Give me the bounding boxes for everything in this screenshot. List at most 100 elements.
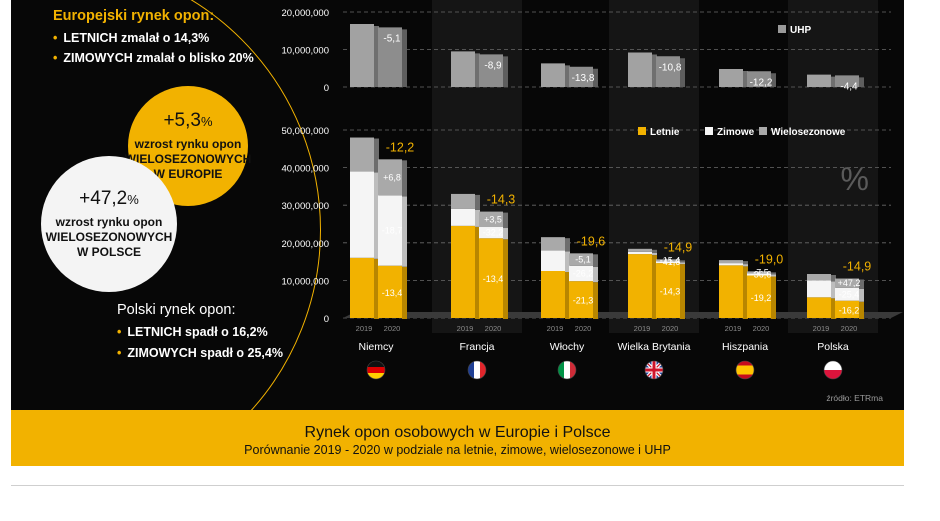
uhp-change-label: -13,8	[572, 73, 595, 84]
summer-bar	[479, 238, 503, 318]
allseason-bar	[747, 271, 771, 274]
country-label: Francja	[459, 341, 494, 353]
legend-label: Wielosezonowe	[771, 127, 846, 138]
summer-bar	[656, 263, 680, 318]
winter-bar	[350, 171, 374, 258]
winter-bar-side	[680, 262, 685, 265]
summer-change-label: -16,2	[839, 305, 860, 315]
winter-bar	[541, 250, 565, 271]
legend-swatch	[759, 127, 767, 135]
winter-bar	[719, 263, 743, 266]
uhp-bar-side	[652, 54, 657, 87]
winter-bar-side	[771, 274, 776, 277]
year-label: 2020	[575, 324, 592, 333]
allseason-bar-side	[771, 272, 776, 275]
summer-bar-side	[374, 258, 379, 319]
uhp-bar-side	[680, 58, 685, 87]
allseason-bar-side	[374, 138, 379, 173]
winter-bar-side	[402, 196, 407, 267]
winter-bar	[569, 265, 593, 282]
winter-bar	[747, 273, 771, 276]
summer-bar	[628, 254, 652, 318]
flag-poland-icon	[824, 370, 842, 379]
summer-bar-side	[565, 272, 570, 319]
uhp-bar	[807, 74, 831, 87]
flag-germany-icon	[367, 361, 385, 368]
summer-bar	[378, 265, 402, 318]
uhp-change-label: -5,1	[383, 33, 401, 44]
poland-bullet-winter: • ZIMOWYCH spadł o 25,4%	[117, 346, 283, 360]
country-label: Wielka Brytania	[618, 341, 691, 353]
uhp-legend-swatch	[778, 25, 786, 33]
legend-swatch	[638, 127, 646, 135]
year-label: 2019	[356, 324, 373, 333]
allseason-change-label: -15,4	[660, 255, 681, 265]
flag-outline	[823, 360, 843, 380]
allseason-bar	[350, 137, 374, 172]
allseason-bar	[378, 159, 402, 196]
year-label: 2020	[485, 324, 502, 333]
uhp-bar	[378, 27, 402, 87]
total-change-label: -14,3	[487, 193, 516, 207]
year-label: 2019	[813, 324, 830, 333]
allseason-change-label: +3,5	[484, 214, 502, 224]
allseason-bar-side	[831, 275, 836, 282]
flag-outline	[644, 360, 664, 380]
uhp-bar	[541, 63, 565, 87]
flag-outline	[467, 360, 487, 380]
poland-bullet-summer: • LETNICH spadł o 16,2%	[117, 325, 268, 339]
europe-bullet-winter: • ZIMOWYCH zmalał o blisko 20%	[53, 51, 254, 65]
infographic-panel: Europejski rynek opon: • LETNICH zmalał o…	[11, 0, 904, 410]
allseason-bar	[807, 274, 831, 281]
allseason-change-label: -7,5	[753, 267, 769, 277]
legend-label: Letnie	[650, 127, 680, 138]
bottom-y-tick-label: 10,000,000	[281, 276, 329, 287]
uhp-change-label: -12,2	[750, 77, 773, 88]
flag-france-icon	[480, 361, 486, 379]
summer-bar-side	[652, 255, 657, 319]
flag-uk-icon	[652, 361, 656, 379]
year-label: 2020	[841, 324, 858, 333]
summer-bar-side	[680, 264, 685, 319]
country-label: Niemcy	[358, 341, 394, 353]
allseason-change-label: -5,1	[575, 255, 591, 265]
poland-market-title: Polski rynek opon:	[117, 302, 236, 318]
summer-bar-side	[503, 239, 508, 319]
summer-change-label: -21,3	[573, 296, 594, 306]
winter-bar-side	[374, 172, 379, 259]
allseason-bar-side	[402, 160, 407, 197]
caption-title: Rynek opon osobowych w Europie i Polsce	[304, 424, 611, 441]
circle-poland-line: WIELOSEZONOWYCH	[45, 230, 173, 244]
summer-bar-side	[593, 282, 598, 319]
country-label: Polska	[817, 341, 849, 353]
allseason-bar	[656, 259, 680, 262]
uhp-bar	[479, 54, 503, 87]
winter-change-label: -18,7	[382, 226, 403, 236]
source-label: źródło: ETRma	[826, 393, 883, 403]
flag-spain-icon	[736, 361, 754, 366]
flag-italy-icon	[558, 361, 565, 379]
summer-bar	[807, 297, 831, 318]
year-label: 2020	[753, 324, 770, 333]
winter-bar-side	[503, 228, 508, 240]
uhp-bar-side	[831, 76, 836, 87]
europe-allseason-value: +5,3	[163, 110, 201, 131]
total-change-label: -14,9	[843, 260, 872, 274]
flag-germany-icon	[367, 373, 385, 379]
circle-europe-line: wzrost rynku opon	[134, 137, 242, 151]
year-label: 2020	[662, 324, 679, 333]
country-label: Hiszpania	[722, 341, 768, 353]
allseason-bar	[628, 248, 652, 252]
summer-bar	[747, 275, 771, 318]
uhp-bar	[719, 69, 743, 87]
uhp-bar	[451, 51, 475, 87]
uhp-change-label: -8,9	[484, 60, 502, 71]
allseason-bar-side	[859, 279, 864, 289]
allseason-bar	[479, 211, 503, 228]
winter-change-label: -32,2	[483, 228, 504, 238]
allseason-bar-side	[680, 260, 685, 263]
uhp-change-label: -4,4	[840, 81, 858, 92]
winter-bar	[807, 280, 831, 298]
circle-europe-line: W EUROPIE	[153, 167, 223, 181]
bottom-y-tick-label: 30,000,000	[281, 201, 329, 212]
